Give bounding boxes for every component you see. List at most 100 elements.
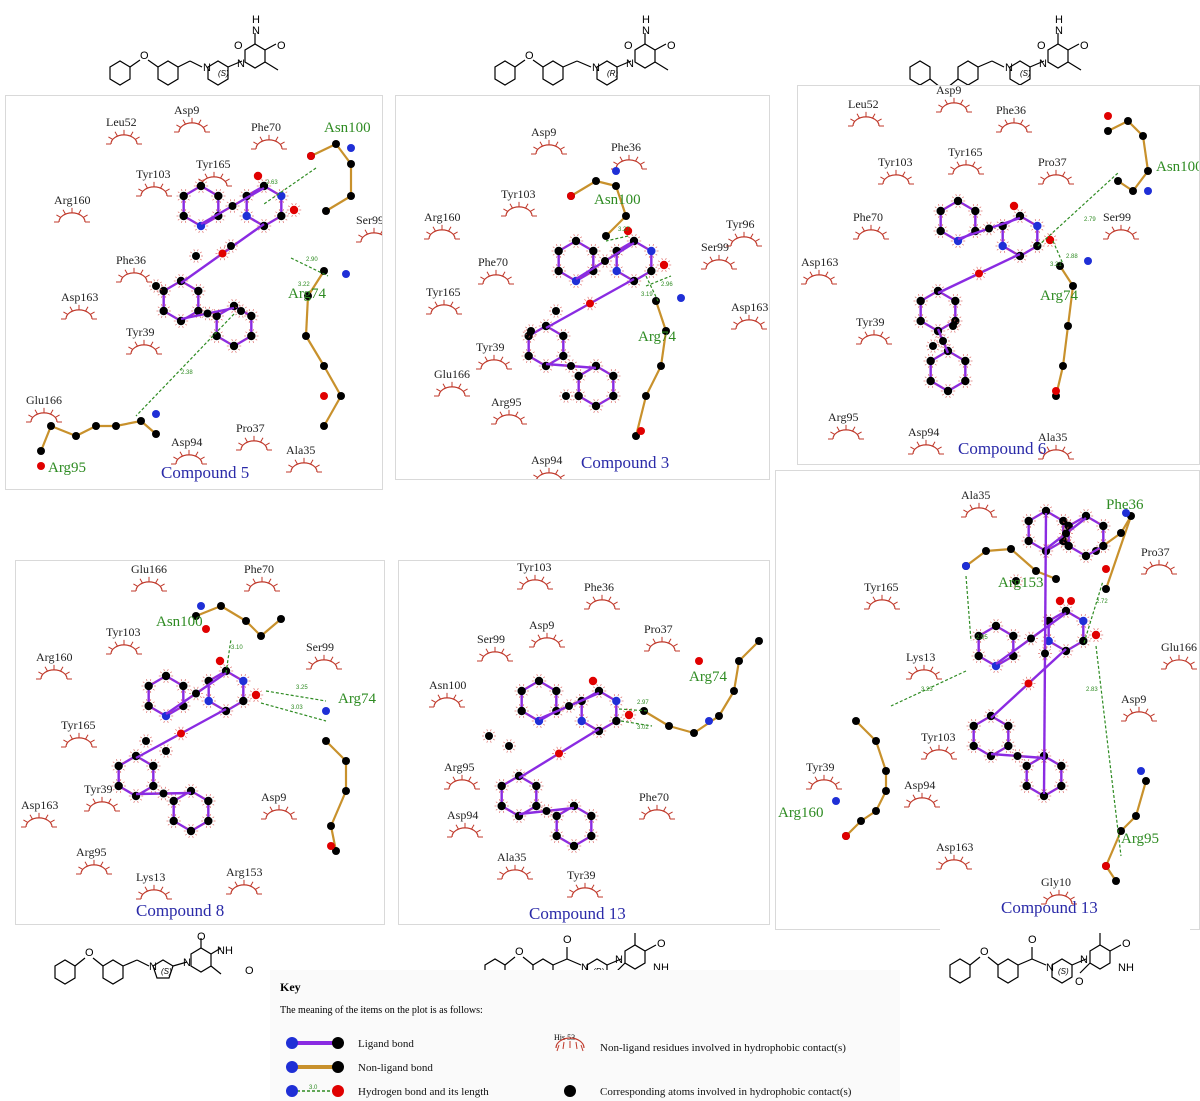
contact-halo bbox=[597, 266, 600, 269]
contact-halo bbox=[972, 235, 974, 238]
contact-halo bbox=[1093, 628, 1095, 631]
residue-contact: Tyr39 bbox=[567, 868, 603, 898]
contact-halo bbox=[177, 708, 180, 711]
atom bbox=[347, 192, 355, 200]
hydrophobic-arc bbox=[533, 637, 561, 648]
structure-1-atom: N bbox=[237, 58, 245, 70]
hydrophobic-arc bbox=[240, 440, 268, 451]
contact-halo bbox=[212, 198, 215, 201]
ligand-bond bbox=[589, 277, 635, 305]
contact-halo bbox=[1006, 228, 1009, 231]
nonligand-bond bbox=[732, 660, 741, 692]
contact-halo bbox=[652, 264, 654, 267]
contact-halo bbox=[971, 739, 973, 742]
contact-halo bbox=[587, 266, 590, 269]
contact-halo bbox=[177, 681, 180, 684]
contact-halo bbox=[959, 323, 962, 326]
atom bbox=[587, 811, 596, 821]
hbond-distance: 3.19 bbox=[641, 292, 653, 298]
hydrophobic-arc bbox=[501, 869, 529, 880]
contact-halo bbox=[165, 284, 167, 287]
contact-halo bbox=[244, 313, 247, 316]
contact-halo bbox=[167, 796, 170, 798]
contact-halo bbox=[1067, 644, 1069, 647]
contact-halo bbox=[1080, 645, 1082, 648]
hydrophobic-tick bbox=[506, 653, 511, 657]
contact-halo bbox=[133, 760, 135, 763]
contact-halo bbox=[1026, 688, 1028, 691]
contact-halo bbox=[1041, 749, 1043, 752]
hydrophobic-tick bbox=[539, 469, 543, 475]
contact-halo bbox=[1077, 623, 1080, 626]
contact-halo bbox=[928, 365, 930, 368]
contact-halo bbox=[935, 335, 937, 338]
contact-halo bbox=[1031, 241, 1034, 244]
contact-halo bbox=[556, 264, 558, 267]
contact-halo bbox=[1042, 658, 1044, 661]
contact-halo bbox=[945, 384, 947, 387]
contact-halo bbox=[150, 699, 152, 702]
contact-halo bbox=[595, 818, 598, 821]
contact-halo bbox=[515, 686, 518, 689]
structure-2: H N O O N N O (R) bbox=[475, 5, 735, 95]
contact-halo bbox=[550, 368, 553, 371]
contact-halo bbox=[547, 370, 549, 373]
atom bbox=[1022, 761, 1031, 771]
contact-halo bbox=[1060, 536, 1063, 538]
contact-halo bbox=[195, 793, 198, 796]
contact-halo bbox=[1104, 539, 1106, 542]
structure-1-stereo: (S) bbox=[218, 69, 229, 78]
hydrophobic-tick bbox=[938, 104, 943, 108]
hydrophobic-tick bbox=[225, 178, 230, 182]
contact-halo bbox=[980, 640, 982, 643]
key-residue-label: Non-ligand residues involved in hydropho… bbox=[600, 1042, 846, 1054]
hydrophobic-tick bbox=[452, 776, 456, 782]
hydrophobic-tick bbox=[485, 648, 489, 654]
contact-halo bbox=[962, 385, 964, 388]
hydrophobic-arc bbox=[25, 817, 53, 828]
contact-halo bbox=[610, 389, 612, 392]
contact-halo bbox=[614, 275, 616, 278]
contact-halo bbox=[922, 325, 924, 328]
contact-halo bbox=[952, 353, 955, 356]
structure-2-stereo: (R) bbox=[607, 69, 618, 78]
contact-halo bbox=[520, 769, 522, 772]
contact-halo bbox=[918, 314, 920, 317]
hydrophobic-arc bbox=[505, 206, 533, 217]
contact-halo bbox=[569, 276, 572, 279]
contact-halo bbox=[515, 713, 518, 716]
atom bbox=[534, 676, 544, 686]
contact-halo bbox=[1009, 739, 1011, 742]
contact-halo bbox=[1024, 790, 1026, 793]
hydrophobic-tick bbox=[893, 601, 898, 605]
contact-halo bbox=[215, 209, 217, 212]
contact-halo bbox=[503, 799, 505, 802]
atom bbox=[239, 696, 248, 706]
residue-contact: Leu52 bbox=[106, 115, 142, 145]
contact-halo bbox=[1041, 800, 1043, 803]
atom bbox=[695, 657, 703, 665]
contact-halo bbox=[969, 213, 972, 216]
contact-halo bbox=[285, 218, 288, 221]
residue-contact: Arg95 bbox=[76, 845, 112, 875]
contact-halo bbox=[255, 331, 258, 334]
structure-6-svg: O N N NH O O O (S) bbox=[949, 933, 1134, 988]
contact-halo bbox=[982, 658, 985, 661]
atom bbox=[637, 427, 645, 435]
atom bbox=[251, 690, 261, 700]
atom bbox=[1079, 636, 1088, 646]
hydrophobic-tick bbox=[663, 806, 667, 812]
contact-halo bbox=[147, 788, 150, 791]
contact-halo bbox=[1070, 613, 1073, 616]
nonligand-bond bbox=[874, 740, 888, 772]
contact-halo bbox=[972, 658, 975, 661]
structure-4-svg: O N N NH O O (S) bbox=[54, 931, 254, 985]
contact-halo bbox=[550, 693, 553, 696]
hydrophobic-arc bbox=[535, 144, 563, 155]
residue-contact: Tyr165 bbox=[61, 718, 97, 748]
contact-halo bbox=[596, 724, 598, 727]
contact-halo bbox=[969, 363, 972, 366]
contact-halo bbox=[946, 336, 949, 339]
contact-halo bbox=[984, 758, 987, 761]
contact-halo bbox=[234, 248, 237, 251]
